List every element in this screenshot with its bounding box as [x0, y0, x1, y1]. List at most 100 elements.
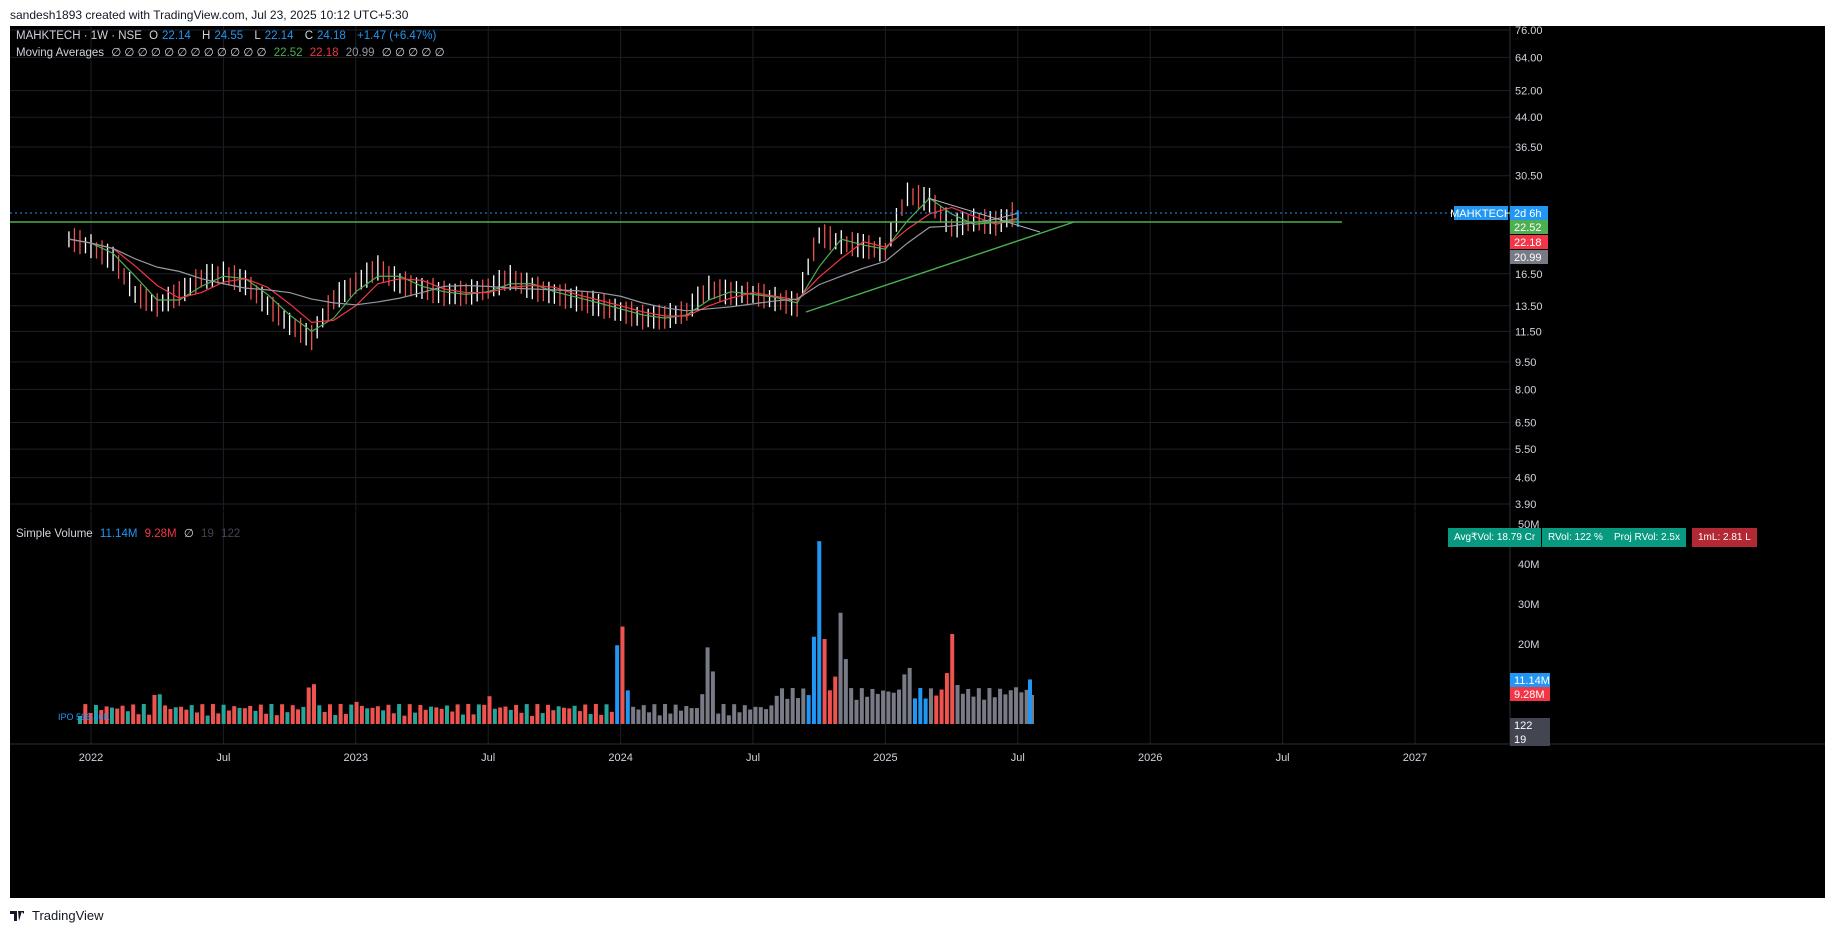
volume-bar — [1003, 694, 1008, 724]
time-tick-label: 2023 — [344, 752, 368, 764]
chart-frame[interactable]: 76.00 64.00 52.00 44.00 36.50 30.50 16.50 13.50… — [10, 26, 1825, 898]
volume-tag: 122 — [1514, 720, 1532, 732]
volume-bar — [306, 687, 311, 724]
volume-bar — [907, 667, 912, 724]
volume-bar — [375, 706, 380, 724]
volume-bar — [179, 706, 184, 724]
rvol-badge: RVol: 122 % — [1542, 528, 1609, 547]
volume-bar — [987, 688, 992, 724]
volume-bar — [588, 714, 593, 724]
volume-bar — [237, 707, 242, 724]
volume-bar — [870, 688, 875, 724]
time-tick-label: 2027 — [1403, 752, 1427, 764]
time-tick-label: 2025 — [873, 752, 897, 764]
tradingview-logo-icon — [10, 910, 24, 921]
time-tick-label: Jul — [216, 752, 230, 764]
volume-tag: 9.28M — [1514, 689, 1545, 701]
volume-bar — [476, 704, 481, 724]
volume-bar — [274, 715, 279, 724]
volume-bar — [333, 715, 338, 724]
price-tick-label: 16.50 — [1515, 269, 1543, 281]
ma-price-tag: 20.99 — [1514, 252, 1542, 264]
volume-bar — [216, 713, 221, 724]
volume-bar — [886, 691, 891, 724]
price-tick-label: 9.50 — [1515, 357, 1536, 369]
price-tick-label: 52.00 — [1515, 86, 1543, 98]
time-tick-label: Jul — [1276, 752, 1290, 764]
volume-bar — [716, 713, 721, 724]
volume-bar — [354, 701, 359, 724]
symbol-label[interactable]: MAHKTECH · 1W · NSE — [16, 30, 142, 42]
volume-bar — [205, 715, 210, 724]
volume-bar — [125, 711, 130, 724]
tradingview-logo[interactable]: TradingView — [10, 908, 104, 923]
volume-bar — [897, 689, 902, 724]
volume-bar — [960, 693, 965, 724]
volume-bar — [195, 712, 200, 724]
volume-legend: Simple Volume 11.14M 9.28M ∅ 19 122 — [16, 526, 244, 540]
volume-bar — [944, 673, 949, 724]
price-tick-label: 44.00 — [1515, 112, 1543, 124]
ma-price-tag: 22.52 — [1514, 222, 1542, 234]
volume-bar — [593, 704, 598, 724]
time-tick-label: Jul — [746, 752, 760, 764]
volume-bar — [152, 694, 157, 724]
time-tick-label: Jul — [481, 752, 495, 764]
close-value: 24.18 — [317, 30, 346, 42]
volume-bar — [998, 688, 1003, 724]
volume-tag: 11.14M — [1514, 675, 1550, 687]
symbol-price-tag: MAHKTECH — [1450, 208, 1512, 220]
volume-bar — [163, 705, 168, 724]
volume-bar — [104, 706, 109, 724]
volume-bar — [668, 713, 673, 724]
volume-bar — [795, 698, 800, 724]
volume-value-3: ∅ — [183, 528, 194, 540]
volume-bar — [386, 704, 391, 724]
ma-empty-values: ∅ ∅ ∅ ∅ ∅ ∅ ∅ ∅ ∅ ∅ ∅ ∅ — [111, 47, 267, 59]
volume-bar — [631, 706, 636, 724]
volume-label[interactable]: Simple Volume — [16, 528, 93, 540]
volume-bar — [928, 688, 933, 724]
high-value: 24.55 — [214, 30, 244, 42]
volume-bar — [758, 707, 763, 724]
volume-bar — [312, 684, 317, 724]
volume-bar — [705, 647, 710, 724]
volume-bar — [226, 710, 231, 724]
volume-bar — [1014, 687, 1019, 724]
price-volume-chart[interactable]: 76.00 64.00 52.00 44.00 36.50 30.50 16.50 13.50… — [10, 26, 1825, 898]
volume-bar — [460, 714, 465, 724]
volume-bar — [189, 705, 194, 724]
volume-bar — [109, 707, 114, 724]
volume-bar — [737, 712, 742, 724]
volume-bar — [285, 712, 290, 724]
volume-bar — [992, 697, 997, 724]
price-tick-label: 4.60 — [1515, 473, 1536, 485]
price-tick-label: 11.50 — [1515, 326, 1542, 338]
ma-line-red — [68, 206, 1018, 324]
ma-label[interactable]: Moving Averages — [16, 47, 105, 59]
volume-bar — [689, 708, 694, 724]
ma-price-tag: 22.18 — [1514, 237, 1542, 249]
volume-bar — [301, 706, 306, 724]
volume-bar — [551, 710, 556, 724]
volume-bar — [609, 711, 614, 724]
volume-bar — [764, 709, 769, 724]
volume-bar — [141, 704, 146, 724]
chart-credit: sandesh1893 created with TradingView.com… — [10, 8, 409, 22]
volume-bar — [923, 698, 928, 724]
volume-bar — [455, 704, 460, 724]
volume-bar — [168, 708, 173, 724]
volume-bar — [875, 693, 880, 724]
volume-bar — [322, 712, 327, 724]
volume-bar — [577, 711, 582, 724]
volume-bar — [338, 704, 343, 724]
price-tick-label: 64.00 — [1515, 52, 1543, 64]
ma-price-tag-bg — [1510, 250, 1548, 264]
volume-bar — [418, 705, 423, 724]
volume-bar — [83, 704, 88, 724]
volume-bar — [327, 704, 332, 724]
volume-bar — [625, 690, 630, 724]
volume-bar — [583, 704, 588, 724]
volume-bar — [780, 688, 785, 724]
time-tick-label: 2022 — [79, 752, 103, 764]
